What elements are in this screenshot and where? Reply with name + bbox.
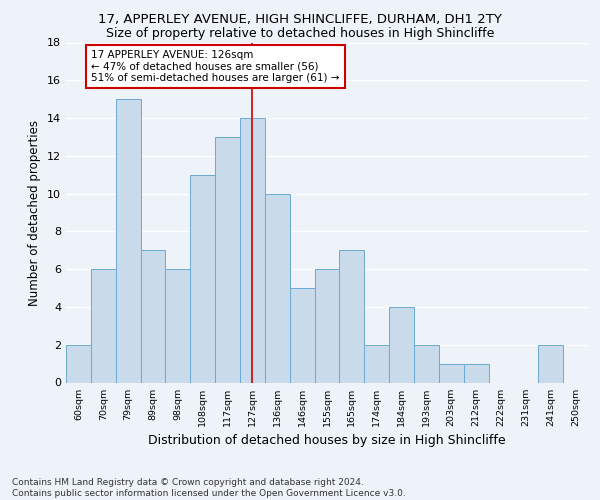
- Bar: [66, 344, 91, 383]
- Bar: [290, 288, 314, 382]
- Bar: [314, 269, 340, 382]
- Bar: [439, 364, 464, 382]
- Bar: [265, 194, 290, 382]
- Bar: [389, 307, 414, 382]
- Bar: [414, 344, 439, 383]
- Bar: [215, 137, 240, 382]
- Bar: [340, 250, 364, 382]
- Bar: [166, 269, 190, 382]
- Text: Size of property relative to detached houses in High Shincliffe: Size of property relative to detached ho…: [106, 28, 494, 40]
- Text: 17, APPERLEY AVENUE, HIGH SHINCLIFFE, DURHAM, DH1 2TY: 17, APPERLEY AVENUE, HIGH SHINCLIFFE, DU…: [98, 12, 502, 26]
- Bar: [538, 344, 563, 383]
- Y-axis label: Number of detached properties: Number of detached properties: [28, 120, 41, 306]
- Text: 17 APPERLEY AVENUE: 126sqm
← 47% of detached houses are smaller (56)
51% of semi: 17 APPERLEY AVENUE: 126sqm ← 47% of deta…: [91, 50, 340, 84]
- X-axis label: Distribution of detached houses by size in High Shincliffe: Distribution of detached houses by size …: [148, 434, 506, 447]
- Bar: [140, 250, 166, 382]
- Bar: [364, 344, 389, 383]
- Bar: [190, 174, 215, 382]
- Text: Contains HM Land Registry data © Crown copyright and database right 2024.
Contai: Contains HM Land Registry data © Crown c…: [12, 478, 406, 498]
- Bar: [240, 118, 265, 382]
- Bar: [91, 269, 116, 382]
- Bar: [464, 364, 488, 382]
- Bar: [116, 99, 140, 382]
